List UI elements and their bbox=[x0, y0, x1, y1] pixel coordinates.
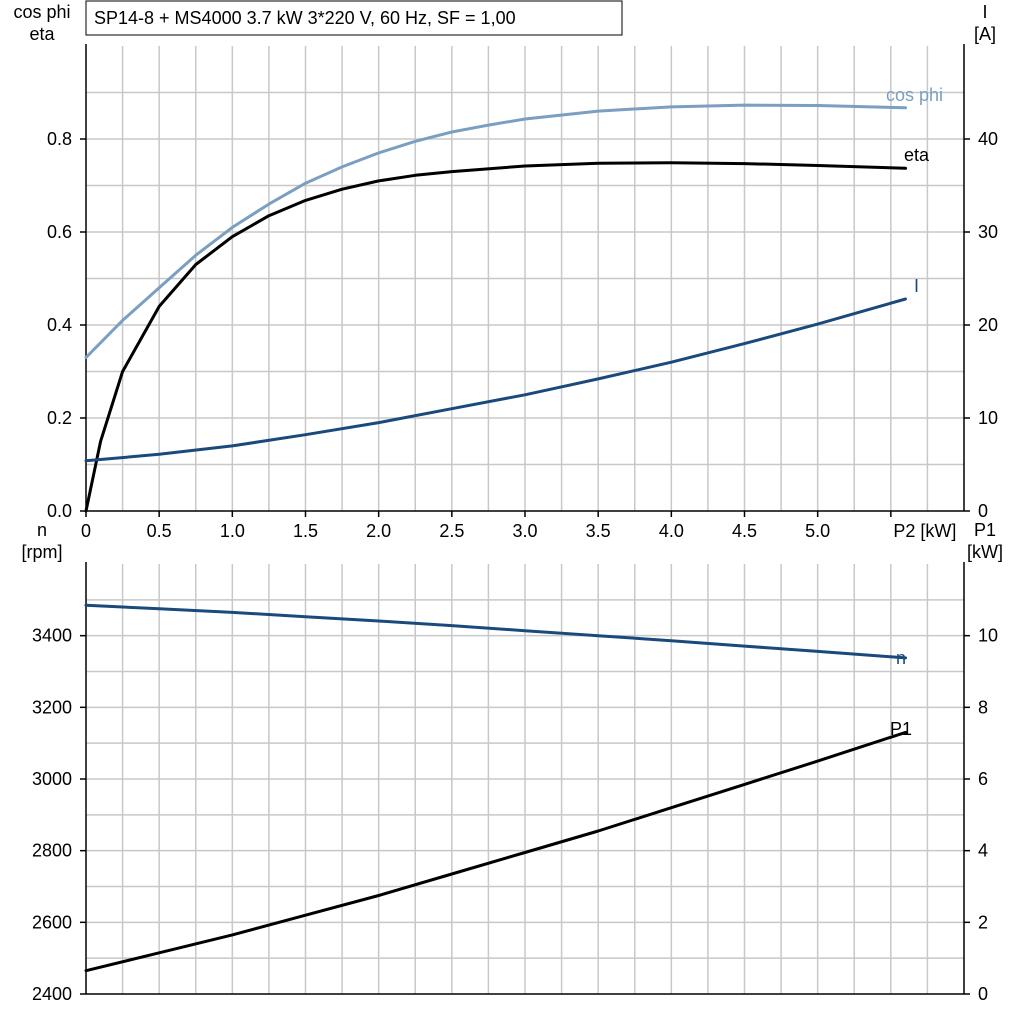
x-tick-label: 2.5 bbox=[439, 521, 464, 541]
series-line-eta bbox=[84, 161, 907, 513]
x-tick-label: 1.5 bbox=[293, 521, 318, 541]
right-axis-title: I bbox=[982, 2, 987, 22]
series-label-n: n bbox=[896, 648, 906, 668]
left-tick-label: 3200 bbox=[32, 697, 72, 717]
x-tick-label: 3.5 bbox=[586, 521, 611, 541]
series-line-n bbox=[84, 603, 907, 660]
top-plot-panel: 0.0 0.2 0.4 0.6 0.8 0 10 20 30 40 0 0.5 1.0 1.5 2.0 2.5… bbox=[13, 2, 998, 541]
right-axis-title: P1 bbox=[974, 520, 996, 540]
series-label-i: I bbox=[914, 276, 919, 296]
left-tick-label: 0.4 bbox=[47, 315, 72, 335]
x-tick-label: 1.0 bbox=[220, 521, 245, 541]
right-tick-label: 40 bbox=[978, 129, 998, 149]
right-tick-label: 10 bbox=[978, 408, 998, 428]
bottom-plot-panel: 2400260028003000320034000246810n[rpm]P1[… bbox=[21, 520, 1003, 1004]
left-axis-title: [rpm] bbox=[21, 542, 62, 562]
x-axis-label: P2 [kW] bbox=[893, 521, 956, 541]
x-tick-label: 2.0 bbox=[366, 521, 391, 541]
series-line-p1 bbox=[84, 730, 907, 973]
chart-title-box: SP14-8 + MS4000 3.7 kW 3*220 V, 60 Hz, S… bbox=[85, 0, 623, 36]
left-axis-title: n bbox=[37, 520, 47, 540]
left-tick-label: 0.6 bbox=[47, 222, 72, 242]
left-tick-label: 0.0 bbox=[47, 501, 72, 521]
left-tick-label: 0.2 bbox=[47, 408, 72, 428]
right-axis-title: [kW] bbox=[967, 542, 1003, 562]
right-tick-label: 8 bbox=[978, 697, 988, 717]
chart-title: SP14-8 + MS4000 3.7 kW 3*220 V, 60 Hz, S… bbox=[94, 8, 516, 28]
left-tick-label: 3400 bbox=[32, 626, 72, 646]
x-tick-label: 0.5 bbox=[147, 521, 172, 541]
left-tick-label: 2600 bbox=[32, 912, 72, 932]
left-axis-title: cos phi bbox=[13, 2, 70, 22]
right-tick-label: 0 bbox=[978, 501, 988, 521]
right-tick-label: 10 bbox=[978, 626, 998, 646]
x-tick-label: 4.0 bbox=[659, 521, 684, 541]
x-tick-label: 5.0 bbox=[805, 521, 830, 541]
series-line-i bbox=[84, 297, 907, 463]
right-tick-label: 6 bbox=[978, 769, 988, 789]
x-tick-label: 0 bbox=[81, 521, 91, 541]
series-label-eta: eta bbox=[904, 145, 930, 165]
series-label-p1: P1 bbox=[890, 719, 912, 739]
left-axis-title: eta bbox=[29, 24, 55, 44]
left-tick-label: 2800 bbox=[32, 841, 72, 861]
x-tick-label: 4.5 bbox=[732, 521, 757, 541]
right-tick-label: 0 bbox=[978, 984, 988, 1004]
left-tick-label: 0.8 bbox=[47, 129, 72, 149]
series-line-cos-phi bbox=[84, 103, 907, 359]
left-tick-label: 3000 bbox=[32, 769, 72, 789]
right-tick-label: 30 bbox=[978, 222, 998, 242]
right-tick-label: 20 bbox=[978, 315, 998, 335]
left-tick-label: 2400 bbox=[32, 984, 72, 1004]
series-label-cos-phi: cos phi bbox=[886, 85, 943, 105]
x-tick-label: 3.0 bbox=[512, 521, 537, 541]
right-axis-title: [A] bbox=[974, 24, 996, 44]
right-tick-label: 2 bbox=[978, 912, 988, 932]
right-tick-label: 4 bbox=[978, 841, 988, 861]
